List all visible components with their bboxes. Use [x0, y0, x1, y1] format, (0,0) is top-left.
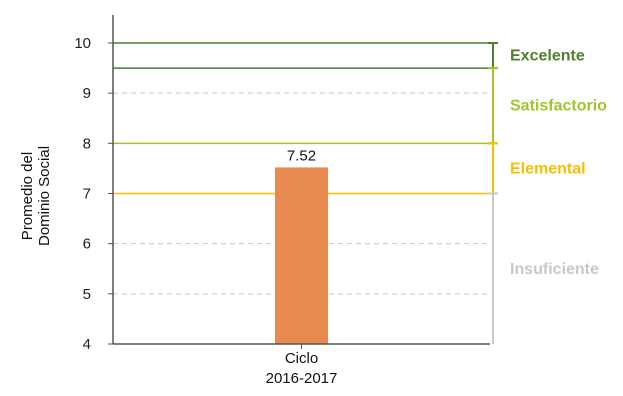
y-tick-label: 5 — [83, 286, 91, 303]
y-ticks: 4 5 6 7 8 9 10 — [74, 35, 113, 353]
labels: 7.52 Ciclo 2016-2017 — [266, 147, 338, 387]
y-tick-label: 8 — [83, 135, 91, 152]
level-label: Satisfactorio — [510, 98, 607, 115]
y-axis-title-line-2: Dominio Social — [36, 146, 53, 246]
level-label: Elemental — [510, 160, 586, 177]
level-brackets: Excelente Satisfactorio Elemental Insuficie… — [113, 42, 607, 344]
y-axis-title-line-1: Promedio del — [19, 152, 36, 240]
level-label: Insuficiente — [510, 261, 599, 278]
bar-data-label: 7.52 — [287, 147, 316, 164]
y-tick-label: 4 — [83, 336, 91, 353]
y-tick-label: 6 — [83, 236, 91, 253]
y-tick-label: 10 — [74, 35, 91, 52]
bars — [275, 167, 328, 344]
x-category-label: 2016-2017 — [266, 370, 338, 387]
x-category-label: Ciclo — [285, 350, 318, 367]
level-label: Excelente — [510, 48, 585, 65]
y-tick-label: 7 — [83, 186, 91, 203]
bar — [275, 167, 328, 344]
y-tick-label: 9 — [83, 85, 91, 102]
y-axis-title: Promedio del Dominio Social — [19, 146, 53, 246]
